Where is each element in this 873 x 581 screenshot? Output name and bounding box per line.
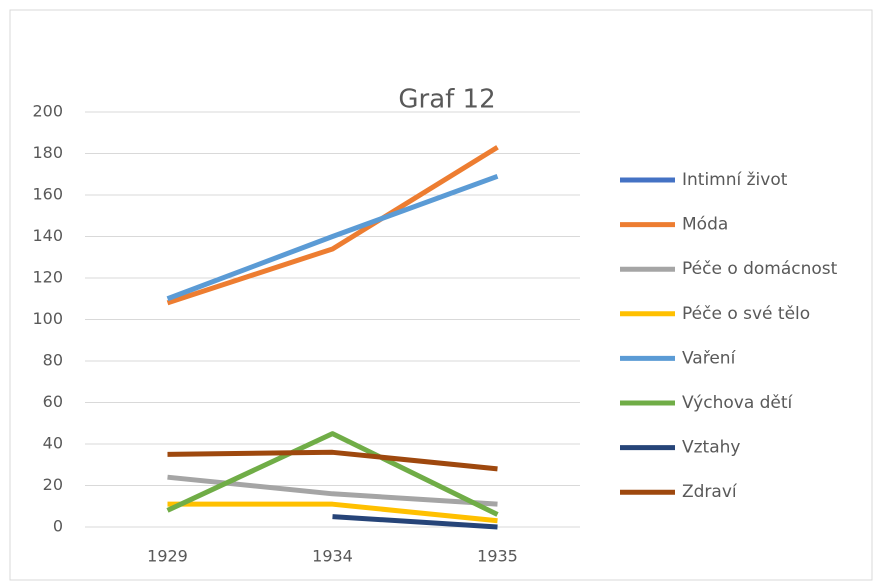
- legend-label: Výchova dětí: [682, 393, 794, 413]
- y-tick-label: 180: [32, 143, 63, 162]
- series-line: [166, 431, 499, 517]
- series-line: [332, 514, 498, 530]
- y-tick-label: 0: [53, 517, 63, 536]
- y-tick-label: 80: [43, 351, 63, 370]
- y-tick-label: 200: [32, 102, 63, 121]
- legend-label: Zdraví: [682, 482, 738, 502]
- series-line: [167, 501, 498, 524]
- y-tick-label: 160: [32, 185, 63, 204]
- series-line: [167, 449, 498, 472]
- legend-label: Péče o domácnost: [682, 259, 838, 279]
- y-tick-label: 120: [32, 268, 63, 287]
- legend-label: Péče o své tělo: [682, 304, 810, 324]
- legend-label: Vztahy: [682, 438, 740, 458]
- y-tick-label: 100: [32, 309, 63, 328]
- series-line: [166, 173, 499, 302]
- y-tick-label: 60: [43, 392, 63, 411]
- legend-label: Vaření: [682, 348, 737, 368]
- series-line: [166, 145, 499, 306]
- y-tick-label: 140: [32, 226, 63, 245]
- chart-title: Graf 12: [398, 85, 495, 115]
- y-tick-label: 40: [43, 434, 63, 453]
- x-tick-label: 1935: [477, 547, 518, 566]
- legend-label: Intimní život: [682, 170, 788, 190]
- y-tick-label: 20: [43, 475, 63, 494]
- x-tick-label: 1929: [147, 547, 188, 566]
- legend-label: Móda: [682, 215, 728, 235]
- x-tick-label: 1934: [312, 547, 353, 566]
